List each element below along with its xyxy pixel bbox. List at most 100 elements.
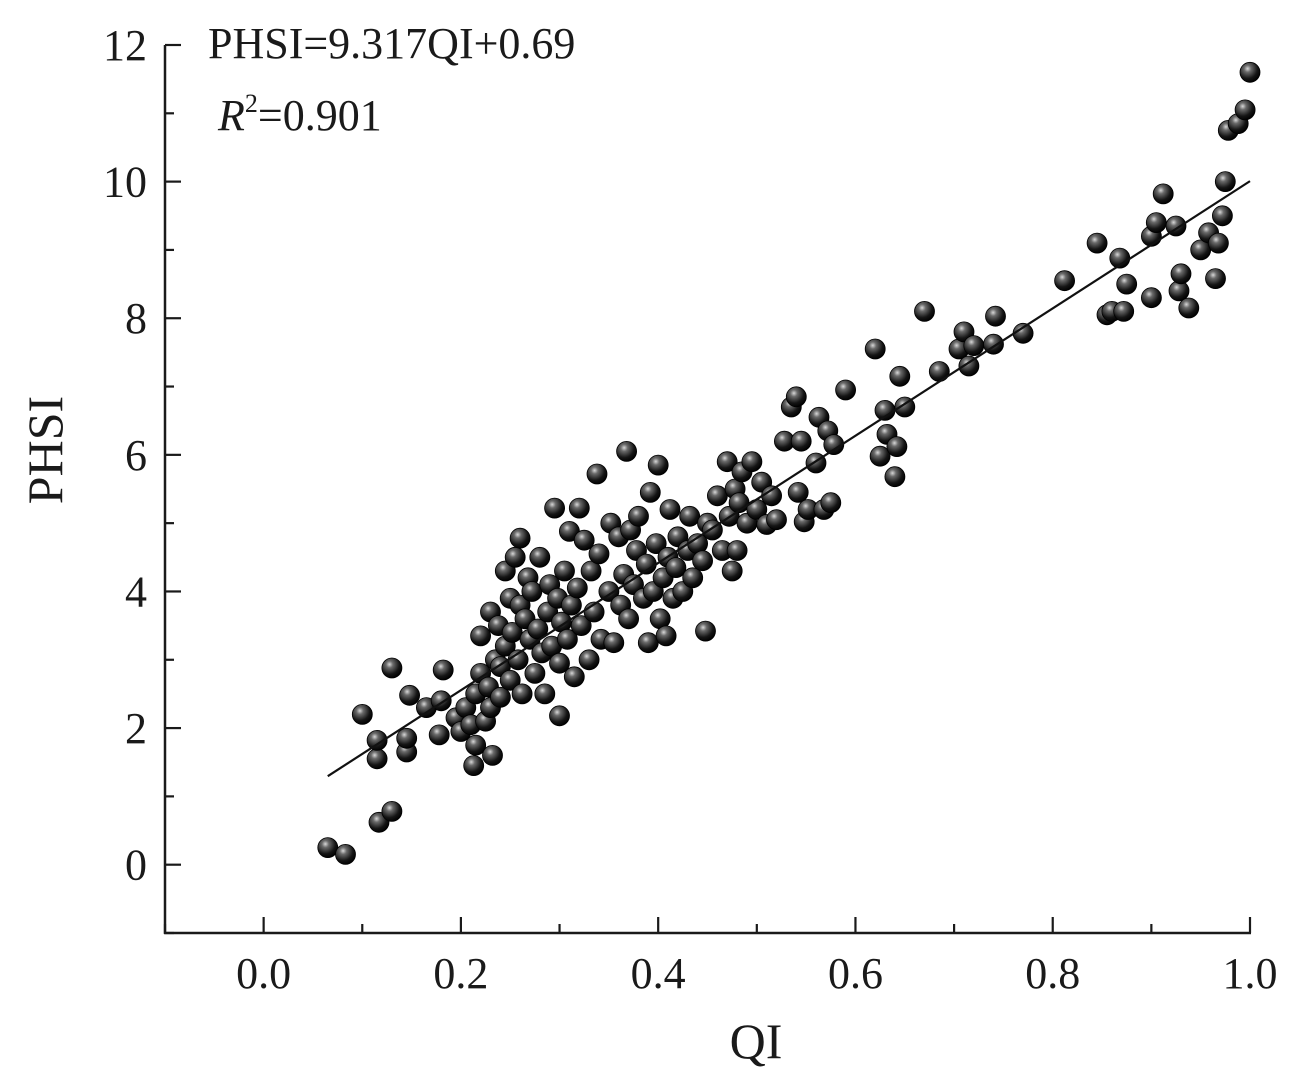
data-point	[598, 581, 620, 602]
data-point	[823, 434, 845, 456]
data-point	[1208, 232, 1229, 254]
data-point	[470, 625, 492, 647]
data-point	[766, 509, 787, 531]
data-point	[489, 686, 511, 708]
data-point	[721, 560, 743, 582]
data-point	[432, 659, 454, 681]
data-point	[665, 557, 687, 578]
data-point	[1239, 61, 1261, 83]
axes	[163, 43, 1252, 935]
data-point	[588, 543, 610, 565]
data-point	[785, 386, 807, 408]
data-point	[659, 499, 681, 520]
data-point	[1141, 287, 1162, 309]
data-point	[504, 546, 526, 568]
data-point	[864, 338, 886, 360]
data-point	[695, 620, 716, 642]
data-point	[335, 844, 356, 865]
y-tick-label: 4	[125, 567, 147, 616]
data-point	[554, 560, 575, 582]
data-point	[509, 527, 531, 549]
x-axis-title: QI	[730, 1013, 783, 1069]
data-point	[1170, 263, 1192, 285]
y-tick-label: 8	[125, 294, 147, 343]
data-point	[741, 451, 763, 473]
data-point	[682, 567, 704, 589]
y-tick-label: 10	[103, 158, 147, 207]
data-point	[692, 550, 713, 572]
x-tick-label: 0.0	[236, 949, 291, 998]
data-point	[707, 485, 728, 507]
y-tick-label: 2	[125, 704, 147, 753]
regression-line	[327, 180, 1251, 778]
data-point	[1214, 171, 1236, 193]
data-point	[524, 663, 546, 684]
data-point	[586, 463, 608, 485]
data-point	[639, 481, 661, 503]
data-point	[465, 734, 487, 756]
data-point	[534, 683, 556, 705]
data-point	[351, 704, 373, 725]
data-point	[1152, 183, 1174, 205]
data-point	[501, 622, 523, 643]
data-point	[637, 632, 659, 654]
x-tick-label: 0.8	[1025, 949, 1080, 998]
data-point	[958, 355, 980, 377]
data-point	[573, 529, 595, 551]
data-point	[869, 445, 891, 467]
data-point	[482, 745, 503, 766]
data-point	[381, 801, 403, 822]
data-point	[1054, 270, 1075, 292]
data-point	[1086, 232, 1108, 254]
data-point	[963, 335, 985, 357]
y-axis-title: PHSI	[17, 396, 73, 504]
data-point	[366, 748, 388, 770]
data-point	[1145, 212, 1167, 234]
data-point	[716, 451, 738, 473]
data-point	[645, 533, 667, 554]
data-point	[787, 481, 809, 503]
x-tick-label: 0.6	[828, 949, 883, 998]
data-point	[557, 628, 578, 650]
y-tick-label: 12	[103, 21, 147, 70]
data-point	[580, 560, 602, 582]
data-point	[399, 684, 421, 706]
data-point	[894, 396, 916, 418]
data-point	[549, 705, 570, 727]
data-point	[655, 625, 677, 647]
data-point	[499, 669, 521, 691]
data-point	[914, 300, 935, 322]
data-point	[1116, 273, 1138, 295]
x-tick-label: 0.2	[433, 949, 488, 998]
data-point	[566, 577, 588, 599]
data-point	[549, 652, 570, 674]
data-point	[603, 632, 625, 654]
data-point	[317, 837, 339, 858]
data-point	[570, 615, 592, 636]
data-point	[529, 546, 551, 568]
y-tick-label: 6	[125, 431, 147, 480]
r-squared-annotation: R2=0.901	[217, 89, 382, 140]
data-point	[463, 755, 485, 776]
data-point	[616, 440, 637, 462]
data-point	[835, 379, 856, 401]
data-point	[1212, 205, 1233, 227]
data-point	[1113, 300, 1135, 322]
data-point	[889, 365, 911, 387]
data-point	[886, 436, 908, 458]
data-point	[647, 454, 669, 476]
data-point	[527, 618, 549, 640]
data-point	[521, 581, 543, 602]
data-point	[1205, 268, 1226, 290]
data-point	[726, 540, 748, 561]
data-point	[544, 497, 565, 519]
data-point	[568, 497, 590, 519]
data-point	[820, 492, 842, 514]
data-point	[1178, 297, 1200, 319]
tick-labels: 0 2 4 6 8 10 12 0.0 0.2 0.4 0.6 0.8 1.0	[103, 21, 1278, 998]
data-point	[884, 466, 906, 488]
data-point	[381, 657, 403, 679]
data-point	[428, 724, 450, 746]
y-tick-label: 0	[125, 841, 147, 890]
